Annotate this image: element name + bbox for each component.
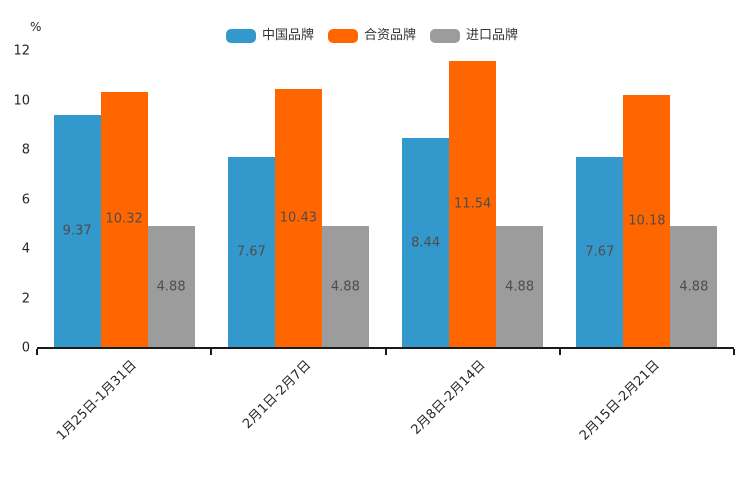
bar-进口品牌-1 [321,226,369,347]
bar-value-label: 10.43 [279,210,317,226]
bar-value-label: 4.88 [156,279,186,295]
legend-item-0[interactable]: 中国品牌 [225,28,314,43]
bar-value-label: 7.67 [236,244,266,260]
bar-中国品牌-3 [576,157,624,347]
legend-swatch-icon [225,29,256,43]
bar-进口品牌-0 [147,226,195,347]
bar-中国品牌-1 [227,157,275,347]
y-tick-label: 12 [13,43,30,59]
legend-label: 进口品牌 [466,28,519,43]
chart-legend: 中国品牌 合资品牌 进口品牌 [0,26,744,46]
x-axis-tick [36,349,38,355]
y-tick-label: 6 [21,192,30,207]
legend-item-2[interactable]: 进口品牌 [430,29,518,43]
y-axis-unit-label: % [30,20,42,34]
legend-label: 合资品牌 [363,28,416,43]
bar-合资品牌-2 [449,61,497,347]
bar-进口品牌-2 [496,226,544,347]
bar-value-label: 4.88 [679,279,709,295]
x-axis-tick [733,349,735,355]
x-axis-line [37,347,734,349]
x-axis-tick [558,349,561,355]
x-category-label-2: 2月8日-2月14日 [408,357,489,438]
x-category-label-1: 2月1日-2月7日 [239,357,314,432]
y-tick-label: 2 [21,291,30,306]
bar-value-label: 10.18 [628,213,666,229]
y-tick-label: 8 [21,142,30,158]
bar-value-label: 9.37 [62,223,92,239]
bar-value-label: 8.44 [411,235,441,251]
x-axis-tick [210,349,213,355]
legend-swatch-icon [430,29,460,43]
legend-label: 中国品牌 [261,28,314,43]
bar-value-label: 11.54 [454,196,492,212]
bar-中国品牌-2 [402,138,450,347]
bar-进口品牌-3 [670,226,718,347]
y-tick-label: 4 [21,241,30,257]
legend-item-1[interactable]: 合资品牌 [327,28,416,43]
bar-合资品牌-1 [274,88,322,347]
x-axis-tick [384,349,387,355]
bar-中国品牌-0 [53,115,101,347]
x-category-label-0: 1月25日-1月31日 [53,357,140,444]
bar-合资品牌-3 [623,95,671,347]
bar-value-label: 7.67 [585,244,615,260]
bar-value-label: 10.32 [105,211,143,227]
y-tick-label: 10 [13,93,30,108]
bar-合资品牌-0 [100,91,148,347]
bar-value-label: 4.88 [330,279,360,295]
bar-value-label: 4.88 [505,279,535,295]
x-category-label-3: 2月15日-2月21日 [576,357,663,444]
y-tick-label: 0 [21,340,30,356]
legend-swatch-icon [327,29,358,43]
